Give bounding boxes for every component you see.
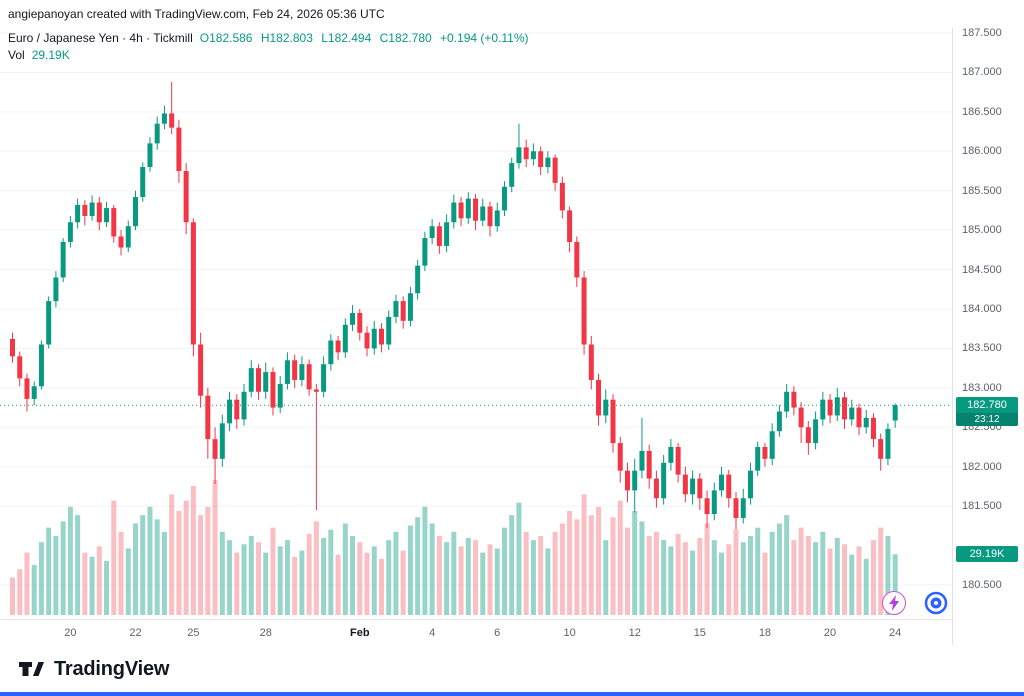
- price-scale-label: 183.500: [962, 342, 1002, 355]
- bullseye-button[interactable]: [924, 591, 948, 615]
- price-scale-label: 186.000: [962, 145, 1002, 158]
- lightning-icon: [889, 595, 899, 611]
- price-scale-label: 184.500: [962, 263, 1002, 276]
- ohlc-values: O182.586 H182.803 L182.494 C182.780 +0.1…: [200, 31, 534, 45]
- bullseye-icon: [924, 591, 948, 615]
- time-axis-label[interactable]: 20: [64, 627, 76, 639]
- price-scale-label: 185.000: [962, 224, 1002, 237]
- price-scale-label: 181.500: [962, 500, 1002, 513]
- time-axis-label[interactable]: 24: [889, 627, 901, 639]
- grid-lines: [0, 32, 952, 586]
- price-scale-label: 180.500: [962, 579, 1002, 591]
- volume-badge: 29.19K: [956, 546, 1018, 562]
- bottom-accent-bar: [0, 692, 1024, 696]
- candles-layer: [10, 81, 898, 530]
- time-axis-label[interactable]: 10: [563, 627, 575, 639]
- ohlc-close: C182.780: [379, 30, 432, 45]
- current-price-badge: 182.780 23:12: [956, 397, 1018, 426]
- time-axis-label[interactable]: 18: [759, 627, 771, 639]
- current-price-value: 182.780: [967, 399, 1007, 411]
- tradingview-mark-icon: [19, 662, 44, 676]
- footer: TradingView: [0, 645, 1024, 696]
- time-axis-label[interactable]: 12: [629, 627, 641, 639]
- attribution-text: angiepanoyan created with TradingView.co…: [8, 7, 385, 21]
- price-scale-label: 183.000: [962, 381, 1002, 394]
- time-axis-label[interactable]: 22: [129, 627, 141, 639]
- time-axis-label[interactable]: Feb: [350, 627, 370, 639]
- time-axis-label[interactable]: 15: [694, 627, 706, 639]
- price-scale-label: 186.500: [962, 105, 1002, 118]
- price-scale-label: 185.500: [962, 184, 1002, 197]
- symbol-title[interactable]: Euro / Japanese Yen · 4h · Tickmill: [8, 30, 193, 45]
- volume-label[interactable]: Vol: [8, 47, 25, 62]
- chart-area[interactable]: 20 22 25 28 Feb 4 6 10 12 15 18 20 24 Euro / Japanes…: [0, 27, 1024, 645]
- candlestick-chart[interactable]: 20 22 25 28 Feb 4 6 10 12 15 18 20 24: [0, 28, 952, 645]
- price-scale-label: 187.500: [962, 27, 1002, 39]
- price-scale-label: 187.000: [962, 66, 1002, 79]
- time-axis[interactable]: 20 22 25 28 Feb 4 6 10 12 15 18 20 24: [64, 627, 901, 639]
- volume-bars: [10, 479, 898, 615]
- attribution-bar: angiepanoyan created with TradingView.co…: [0, 0, 1024, 28]
- tradingview-logo[interactable]: TradingView: [16, 654, 169, 684]
- volume-value: 29.19K: [31, 47, 70, 62]
- change-value: +0.194 (+0.11%): [440, 30, 529, 45]
- time-axis-label[interactable]: 25: [187, 627, 199, 639]
- lightning-button[interactable]: [882, 591, 906, 615]
- ohlc-open: O182.586: [199, 30, 253, 45]
- ohlc-low: L182.494: [321, 30, 372, 45]
- ohlc-high: H182.803: [260, 30, 313, 45]
- chart-legend: Euro / Japanese Yen · 4h · Tickmill O182…: [8, 29, 534, 63]
- time-axis-label[interactable]: 6: [494, 627, 500, 639]
- price-scale-label: 184.000: [962, 303, 1002, 315]
- time-axis-label[interactable]: 20: [824, 627, 836, 639]
- time-axis-label[interactable]: 28: [260, 627, 272, 639]
- price-scale-label: 182.000: [962, 460, 1002, 473]
- price-scale[interactable]: 182.780 23:12 29.19K 187.500 187.000 186.5…: [952, 27, 1024, 645]
- time-axis-label[interactable]: 4: [429, 627, 435, 639]
- brand-name: TradingView: [54, 657, 170, 680]
- bar-countdown: 23:12: [956, 413, 1018, 426]
